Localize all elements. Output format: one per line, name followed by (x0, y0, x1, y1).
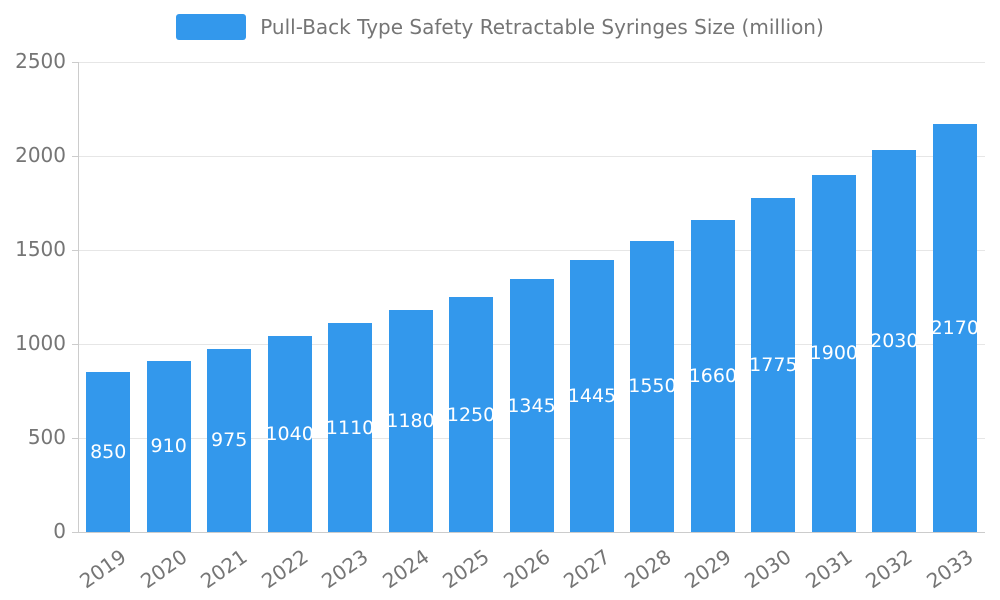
bar (751, 198, 796, 532)
bar (509, 279, 554, 532)
bar (932, 124, 977, 532)
bar-value-label: 1040 (265, 423, 314, 446)
y-axis-tick-label: 500 (27, 425, 66, 449)
y-axis-tick-label: 1500 (15, 237, 66, 261)
bar (449, 297, 494, 532)
bar (86, 372, 131, 532)
bar (690, 219, 735, 532)
bar-value-label: 975 (211, 429, 248, 452)
y-axis-line (78, 62, 79, 532)
bar (328, 323, 373, 532)
x-axis-tick-label: 2022 (256, 544, 313, 594)
x-axis-tick-label: 2024 (377, 544, 434, 594)
bar-value-label: 1250 (446, 403, 496, 426)
x-axis-tick-label: 2033 (921, 544, 978, 594)
bar-value-label: 1775 (749, 354, 798, 377)
bar (388, 310, 433, 532)
y-tick-mark (72, 61, 78, 63)
bar-value-label: 1180 (386, 410, 435, 433)
y-gridline (78, 249, 985, 251)
y-tick-mark (72, 343, 78, 345)
x-axis-tick-label: 2028 (619, 544, 676, 594)
y-axis-tick-label: 2000 (15, 143, 66, 167)
x-axis-tick-label: 2021 (196, 544, 252, 594)
x-axis-tick-label: 2027 (559, 544, 615, 594)
bar-value-label: 850 (90, 441, 127, 464)
bar (872, 150, 917, 532)
y-tick-mark (72, 249, 78, 251)
bar-value-label: 1445 (567, 385, 617, 408)
y-gridline (78, 61, 985, 63)
legend-label: Pull-Back Type Safety Retractable Syring… (260, 15, 824, 39)
x-axis-tick-label: 2025 (438, 544, 494, 594)
bar-value-label: 1550 (628, 375, 677, 398)
y-gridline (78, 531, 985, 533)
y-gridline (78, 155, 985, 157)
bar (146, 360, 191, 532)
bar (207, 348, 252, 532)
bar (569, 260, 614, 532)
y-axis-tick-label: 2500 (15, 49, 66, 73)
bar-value-label: 1110 (325, 416, 375, 439)
y-tick-mark (72, 437, 78, 439)
bar-value-label: 1900 (809, 342, 859, 365)
x-axis-tick-label: 2020 (135, 544, 192, 594)
bar-value-label: 2030 (870, 330, 919, 353)
bar (811, 174, 856, 532)
legend-swatch-icon (176, 14, 247, 40)
x-axis-tick-label: 2026 (498, 544, 555, 594)
x-axis-tick-label: 2029 (680, 544, 736, 594)
y-axis-tick-label: 0 (53, 519, 66, 543)
y-axis-tick-label: 1000 (15, 331, 66, 355)
x-axis-tick-label: 2031 (800, 544, 857, 594)
bar (630, 240, 675, 532)
x-axis-tick-label: 2019 (75, 544, 131, 594)
x-axis-tick-label: 2032 (861, 544, 917, 594)
y-tick-mark (72, 155, 78, 157)
bar-value-label: 2170 (930, 317, 979, 340)
x-axis-tick-label: 2023 (317, 544, 373, 594)
bar-value-label: 910 (150, 435, 187, 458)
x-axis-tick-label: 2030 (740, 544, 796, 594)
bar (267, 336, 312, 532)
bar-value-label: 1660 (688, 364, 738, 387)
bar-value-label: 1345 (507, 394, 556, 417)
chart-legend: Pull-Back Type Safety Retractable Syring… (0, 14, 1000, 40)
y-tick-mark (72, 531, 78, 533)
legend-item[interactable]: Pull-Back Type Safety Retractable Syring… (176, 14, 824, 40)
